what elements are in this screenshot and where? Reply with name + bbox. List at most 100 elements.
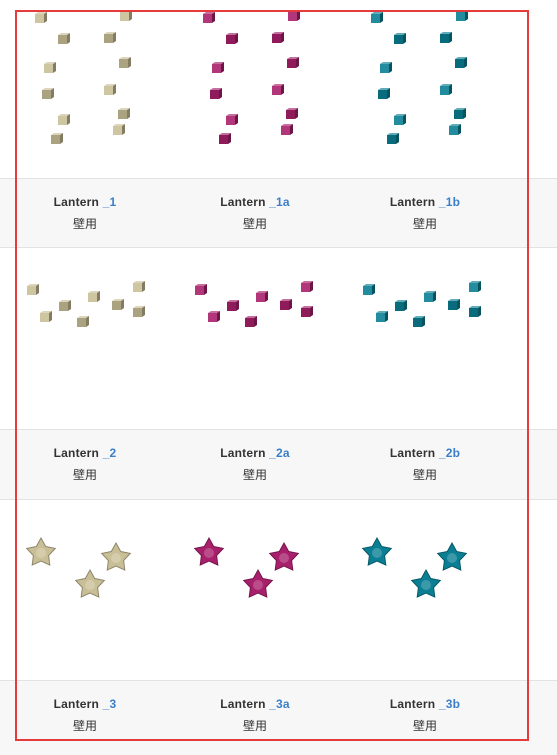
lantern-cube-shape xyxy=(469,283,478,292)
cube-lantern-cluster-icon xyxy=(195,281,313,327)
cube-lantern-cluster-icon xyxy=(27,281,145,327)
lantern-cube-shape xyxy=(35,14,44,23)
cube-lantern-cluster-icon xyxy=(35,10,132,144)
lantern-cube-shape xyxy=(449,126,458,135)
lantern-star-shape xyxy=(268,541,300,571)
item-suffix-link[interactable]: _2b xyxy=(438,446,461,460)
lantern-cube-shape xyxy=(454,110,463,119)
lantern-cube-shape xyxy=(363,286,372,295)
lantern-cube-shape xyxy=(272,86,281,95)
item-suffix-link[interactable]: _3 xyxy=(102,697,117,711)
lantern-cube-shape xyxy=(58,35,67,44)
lantern-cube-shape xyxy=(380,64,389,73)
lantern-cube-shape xyxy=(227,302,236,311)
lantern-cube-shape xyxy=(119,59,128,68)
item-name[interactable]: Lantern _1 xyxy=(53,195,117,209)
item-name[interactable]: Lantern _3b xyxy=(389,697,461,711)
lantern-cube-shape xyxy=(104,86,113,95)
lantern-cube-shape xyxy=(280,301,289,310)
lantern-cube-shape xyxy=(59,302,68,311)
thumbnail-lantern-3[interactable] xyxy=(15,500,185,680)
item-name[interactable]: Lantern _3a xyxy=(220,697,290,711)
lantern-cube-shape xyxy=(40,313,49,322)
cube-lantern-cluster-icon xyxy=(363,281,481,327)
caption-row-3: Lantern _3 壁用 Lantern _3a 壁用 Lantern _3b… xyxy=(0,680,557,755)
lantern-cube-shape xyxy=(226,116,235,125)
thumbnail-row-1 xyxy=(0,0,557,178)
lantern-star-shape xyxy=(410,568,442,598)
lantern-star-shape xyxy=(100,541,132,571)
item-name[interactable]: Lantern _2a xyxy=(220,446,290,460)
lantern-cube-shape xyxy=(301,283,310,292)
lantern-cube-shape xyxy=(440,34,449,43)
item-name[interactable]: Lantern _3 xyxy=(53,697,117,711)
lantern-cube-shape xyxy=(104,34,113,43)
item-suffix-link[interactable]: _1b xyxy=(438,195,461,209)
lantern-cube-shape xyxy=(208,313,217,322)
item-name[interactable]: Lantern _1b xyxy=(389,195,461,209)
item-category: 壁用 xyxy=(412,468,437,482)
item-category: 壁用 xyxy=(72,468,97,482)
lantern-star-shape xyxy=(242,568,274,598)
lantern-cube-shape xyxy=(212,64,221,73)
lantern-star-shape xyxy=(193,536,225,566)
thumbnail-lantern-3a[interactable] xyxy=(183,500,353,680)
lantern-cube-shape xyxy=(256,293,265,302)
thumbnail-lantern-2[interactable] xyxy=(15,248,185,429)
lantern-cube-shape xyxy=(27,286,36,295)
lantern-cube-shape xyxy=(77,318,86,327)
thumbnail-row-3 xyxy=(0,500,557,680)
item-category: 壁用 xyxy=(242,217,267,231)
thumbnail-lantern-1a[interactable] xyxy=(183,0,353,178)
lantern-cube-shape xyxy=(288,12,297,21)
lantern-cube-shape xyxy=(378,90,387,99)
lantern-cube-shape xyxy=(133,283,142,292)
item-category: 壁用 xyxy=(72,719,97,733)
item-suffix-link[interactable]: _2a xyxy=(269,446,290,460)
lantern-cube-shape xyxy=(455,59,464,68)
lantern-cube-shape xyxy=(286,110,295,119)
lantern-cube-shape xyxy=(394,35,403,44)
lantern-cube-shape xyxy=(118,110,127,119)
item-suffix-link[interactable]: _3a xyxy=(269,697,290,711)
item-name[interactable]: Lantern _2b xyxy=(389,446,461,460)
lantern-cube-shape xyxy=(281,126,290,135)
lantern-cube-shape xyxy=(113,126,122,135)
item-name[interactable]: Lantern _2 xyxy=(53,446,117,460)
thumbnail-lantern-3b[interactable] xyxy=(351,500,521,680)
star-lantern-cluster-icon xyxy=(25,536,132,598)
item-suffix-link[interactable]: _3b xyxy=(438,697,461,711)
lantern-cube-shape xyxy=(413,318,422,327)
item-category: 壁用 xyxy=(242,719,267,733)
thumbnail-row-2 xyxy=(0,248,557,429)
thumbnail-lantern-1b[interactable] xyxy=(351,0,521,178)
lantern-cube-shape xyxy=(440,86,449,95)
thumbnail-lantern-2b[interactable] xyxy=(351,248,521,429)
thumbnail-lantern-1[interactable] xyxy=(15,0,185,178)
lantern-cube-shape xyxy=(195,286,204,295)
thumbnail-lantern-2a[interactable] xyxy=(183,248,353,429)
lantern-cube-shape xyxy=(456,12,465,21)
lantern-cube-shape xyxy=(42,90,51,99)
lantern-cube-shape xyxy=(133,308,142,317)
lantern-cube-shape xyxy=(387,135,396,144)
lantern-star-shape xyxy=(361,536,393,566)
lantern-cube-shape xyxy=(469,308,478,317)
item-suffix-link[interactable]: _2 xyxy=(102,446,117,460)
lantern-cube-shape xyxy=(448,301,457,310)
caption-row-1: Lantern _1 壁用 Lantern _1a 壁用 Lantern _1b… xyxy=(0,178,557,248)
lantern-cube-shape xyxy=(210,90,219,99)
lantern-cube-shape xyxy=(301,308,310,317)
lantern-cube-shape xyxy=(395,302,404,311)
item-category: 壁用 xyxy=(242,468,267,482)
lantern-cube-shape xyxy=(112,301,121,310)
lantern-cube-shape xyxy=(371,14,380,23)
lantern-cube-shape xyxy=(272,34,281,43)
item-name[interactable]: Lantern _1a xyxy=(220,195,290,209)
lantern-cube-shape xyxy=(394,116,403,125)
lantern-cube-shape xyxy=(44,64,53,73)
lantern-cube-shape xyxy=(58,116,67,125)
lantern-cube-shape xyxy=(287,59,296,68)
item-suffix-link[interactable]: _1 xyxy=(102,195,117,209)
item-suffix-link[interactable]: _1a xyxy=(269,195,290,209)
